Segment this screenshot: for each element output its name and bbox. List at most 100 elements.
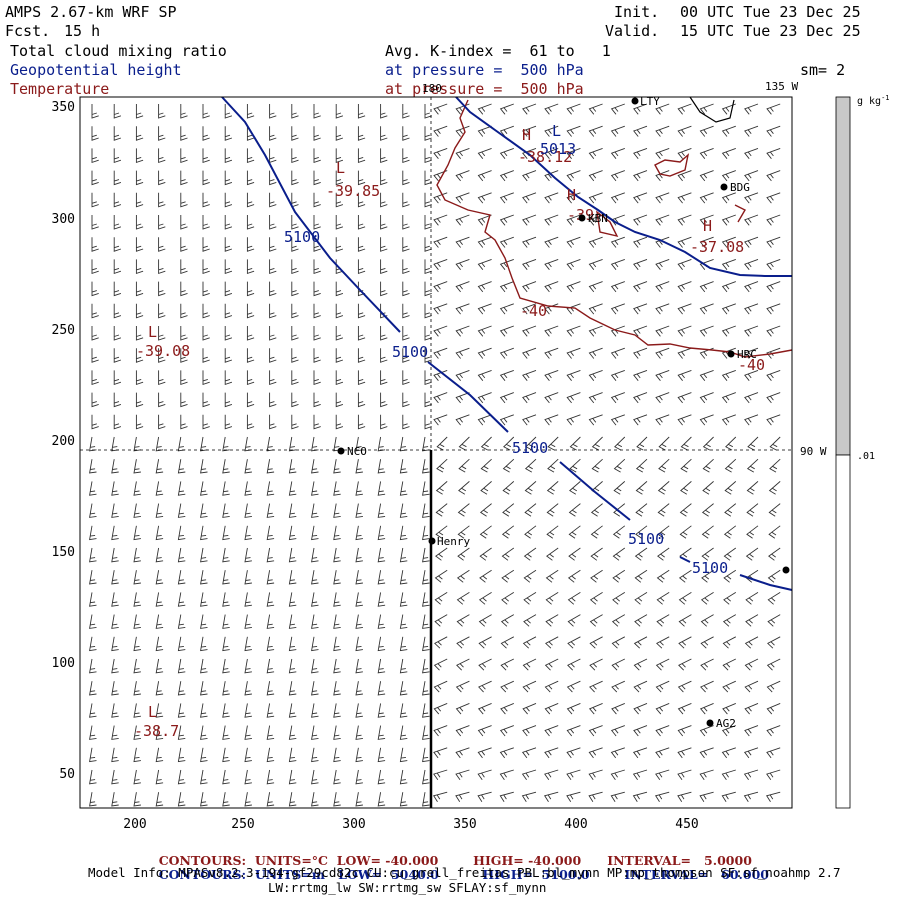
temp-high: HIGH= -40.000 — [473, 853, 582, 868]
wind-barb — [699, 125, 714, 137]
wind-barb — [422, 503, 430, 518]
wind-barb — [590, 503, 603, 517]
wind-barb — [744, 281, 759, 293]
wind-barb — [402, 281, 410, 297]
wind-barb — [155, 681, 164, 696]
wind-barb — [399, 636, 408, 652]
wind-barb — [224, 370, 233, 386]
wind-barb — [588, 791, 603, 802]
wind-barb — [433, 369, 448, 381]
wind-barb — [544, 702, 559, 715]
wind-barb — [658, 458, 670, 473]
wind-barb — [632, 769, 648, 781]
wind-barb — [377, 636, 386, 652]
wind-barb — [566, 103, 581, 115]
wind-barb — [246, 192, 255, 208]
wind-barb — [266, 481, 275, 496]
wind-barb — [135, 170, 144, 186]
wind-barb — [202, 303, 210, 319]
wind-barb — [200, 525, 208, 541]
wind-barb — [499, 414, 514, 426]
wind-barb — [677, 325, 692, 337]
init-label: Init. — [614, 3, 660, 21]
wind-barb — [499, 392, 514, 404]
svg-text:KBN: KBN — [588, 212, 608, 225]
wind-barb — [399, 658, 408, 674]
wind-barb — [313, 170, 321, 186]
wind-barb — [269, 370, 277, 386]
wind-barb — [701, 525, 714, 539]
wind-barb — [766, 369, 781, 381]
wind-barb — [547, 436, 559, 451]
wind-barb — [111, 547, 119, 563]
wind-barb — [501, 525, 515, 539]
wind-barb — [611, 636, 626, 649]
wind-barb — [158, 170, 166, 186]
wind-barb — [357, 126, 366, 141]
wind-barb — [544, 347, 559, 359]
wind-barb — [266, 436, 275, 452]
wind-barb — [544, 325, 559, 337]
wind-barb — [222, 614, 230, 629]
wind-barb — [357, 148, 366, 164]
wind-barb — [222, 769, 230, 785]
wind-barb — [477, 747, 492, 759]
wind-barb — [699, 170, 714, 182]
wind-barb — [523, 614, 537, 627]
wind-barb — [612, 569, 626, 583]
wind-barb — [200, 614, 208, 629]
wind-barb — [633, 281, 648, 293]
wind-barb — [377, 681, 386, 696]
wind-barb — [313, 192, 321, 208]
wind-barb — [266, 525, 275, 541]
wind-barb — [588, 325, 603, 337]
wind-barb — [424, 170, 432, 186]
wind-barb — [269, 281, 277, 297]
wind-barb — [766, 170, 781, 182]
wind-barb — [479, 547, 492, 561]
wind-barb — [744, 303, 759, 315]
wind-barb — [133, 747, 141, 763]
x-tick-label: 350 — [453, 817, 476, 832]
wind-barb — [133, 481, 141, 496]
wind-barb — [246, 126, 255, 141]
wind-barb — [377, 503, 386, 518]
wind-barb — [202, 104, 210, 119]
wind-barb — [224, 192, 233, 208]
wind-barb — [335, 348, 344, 363]
wind-barb — [355, 525, 363, 541]
wind-barb — [266, 614, 275, 629]
colorbar-tick: .01 — [857, 451, 875, 462]
wind-barb — [89, 547, 97, 563]
wind-barb — [202, 237, 210, 252]
wind-barb — [477, 325, 492, 337]
coastline — [689, 96, 735, 123]
wind-barb — [766, 236, 781, 248]
wind-barb — [113, 237, 122, 252]
wind-barb — [357, 370, 366, 386]
wind-barb — [377, 436, 386, 452]
wind-barb — [610, 258, 625, 270]
meridian-label-180: 180 — [422, 82, 442, 95]
wind-barb — [544, 680, 559, 693]
wind-barb — [500, 658, 514, 671]
wind-barb — [699, 303, 714, 315]
wind-barb — [745, 614, 759, 627]
temp-interval: INTERVAL= 5.0000 — [607, 853, 752, 868]
wind-barb — [158, 104, 166, 119]
extremum-value: -39.08 — [136, 342, 190, 360]
plot-frame — [79, 96, 793, 809]
wind-barb — [422, 614, 430, 629]
wind-barb — [434, 614, 448, 627]
wind-barb — [291, 348, 299, 363]
wind-barb — [113, 348, 122, 363]
wind-barb — [655, 369, 670, 381]
wind-barb — [402, 104, 410, 119]
wind-barb — [89, 436, 97, 452]
wind-barb — [89, 636, 97, 652]
wind-barb — [721, 258, 736, 270]
wind-barb — [335, 326, 344, 341]
wind-barb — [568, 525, 581, 539]
wind-barb — [91, 370, 99, 386]
wind-barb — [313, 259, 321, 275]
